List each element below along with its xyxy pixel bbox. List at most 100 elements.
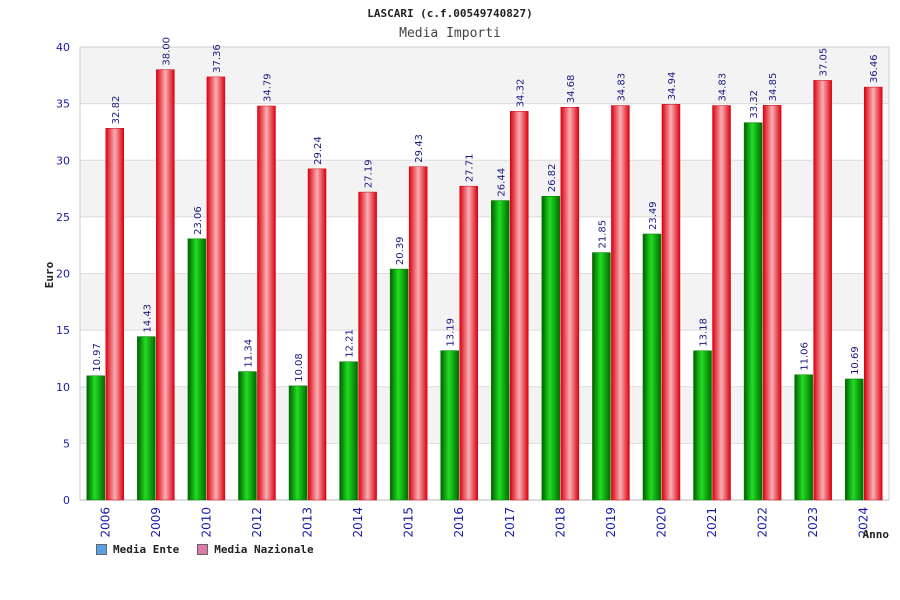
legend-swatch-media-ente [96,544,107,555]
bar-media-nazionale-2016 [459,185,478,501]
x-tick-label: 2018 [553,507,567,538]
value-label: 32.82 [111,96,122,125]
chart-title: LASCARI (c.f.00549740827) [367,7,533,20]
x-tick-label: 2020 [654,507,668,538]
bar-media-nazionale-2018 [560,106,580,501]
x-tick-label: 2023 [806,507,820,538]
value-label: 37.36 [212,44,223,73]
value-label: 14.43 [142,304,153,333]
bar-media-nazionale-2014 [358,191,377,501]
legend-item-media-nazionale: Media Nazionale [197,543,314,556]
y-tick-label: 35 [56,98,70,111]
x-tick-label: 2013 [301,507,315,538]
value-label: 23.06 [193,206,204,235]
bar-media-ente-2023 [794,374,813,501]
value-label: 11.06 [800,342,811,371]
bar-media-nazionale-2006 [105,128,125,501]
value-labels: 10.97 32.82 14.43 38.00 23.06 37.36 11.34 34.79… [92,37,880,382]
bar-media-ente-2012 [238,371,257,501]
value-label: 12.21 [345,329,356,358]
value-label: 11.34 [243,339,254,368]
x-tick-label: 2006 [98,507,112,538]
bar-media-nazionale-2020 [661,104,681,501]
value-label: 27.19 [364,159,375,188]
x-tick-label: 2019 [604,507,618,538]
bar-media-ente-2014 [339,361,358,501]
y-axis-label: Euro [43,261,56,288]
bar-media-nazionale-2017 [510,111,529,501]
bar-media-ente-2013 [288,385,308,501]
bar-media-ente-2009 [137,336,156,501]
value-label: 34.94 [667,72,678,101]
bar-media-nazionale-2023 [813,80,832,501]
value-label: 34.32 [515,79,526,108]
value-label: 10.69 [850,346,861,375]
value-label: 10.97 [92,343,103,372]
value-label: 29.43 [414,134,425,163]
y-tick-label: 5 [63,437,70,450]
bar-media-ente-2018 [541,196,561,501]
value-label: 13.18 [699,318,710,347]
value-label: 27.71 [465,154,476,183]
x-tick-label: 2016 [452,507,466,538]
value-label: 34.83 [616,73,627,102]
value-label: 26.82 [547,164,558,193]
bar-media-ente-2021 [693,350,712,501]
legend-label-media-nazionale: Media Nazionale [214,543,314,556]
legend-item-media-ente: Media Ente [96,543,179,556]
bar-media-ente-2024 [844,378,864,501]
bar-media-ente-2015 [389,268,409,501]
bar-media-ente-2017 [491,200,510,501]
value-label: 38.00 [161,37,172,66]
value-label: 29.24 [313,136,324,165]
value-label: 21.85 [597,220,608,249]
bar-media-ente-2019 [592,252,611,501]
y-tick-label: 30 [56,154,70,167]
bar-media-nazionale-2021 [712,105,731,501]
chart-subtitle: Media Importi [399,26,501,41]
bar-media-nazionale-2009 [156,69,175,501]
value-label: 34.79 [262,73,273,102]
bar-media-nazionale-2012 [257,105,276,501]
x-tick-label: 2017 [503,507,517,538]
x-tick-label: 2021 [705,507,719,538]
value-label: 36.46 [869,54,880,83]
y-tick-label: 40 [56,41,70,54]
legend: Media Ente Media Nazionale [96,543,314,556]
x-tick-label: 2009 [149,507,163,538]
value-label: 37.05 [819,48,830,77]
legend-label-media-ente: Media Ente [113,543,180,556]
x-tick-label: 2024 [857,507,871,538]
value-label: 34.68 [566,75,577,104]
value-label: 26.44 [496,168,507,197]
value-label: 23.49 [648,201,659,230]
bar-media-ente-2022 [743,122,763,501]
bar-media-nazionale-2022 [762,105,782,501]
bar-media-nazionale-2015 [408,166,428,501]
value-label: 20.39 [395,236,406,265]
y-tick-label: 15 [56,324,70,337]
bars [86,69,883,501]
bar-media-ente-2020 [642,233,662,501]
x-tick-label: 2022 [756,507,770,538]
x-tick-label: 2012 [250,507,264,538]
bar-media-nazionale-2019 [611,105,630,501]
x-axis-ticks: 2006 2009 2010 2012 2013 2014 2015 2016 2017 2018… [98,507,870,538]
x-tick-label: 2010 [199,507,213,538]
value-label: 10.08 [294,353,305,382]
x-axis-label: Anno [863,528,890,541]
y-tick-label: 20 [56,268,70,281]
bar-media-ente-2016 [440,350,459,501]
x-tick-label: 2014 [351,507,365,538]
x-tick-label: 2015 [402,507,416,538]
bar-media-ente-2010 [187,238,207,501]
y-axis-ticks: 0 5 10 15 20 25 30 35 40 [56,41,70,507]
value-label: 33.32 [749,90,760,119]
bar-media-nazionale-2024 [863,86,883,501]
y-tick-label: 25 [56,211,70,224]
bar-media-nazionale-2013 [307,168,327,501]
legend-swatch-media-nazionale [197,544,209,555]
y-tick-label: 0 [63,494,70,507]
bar-media-ente-2006 [86,375,106,501]
